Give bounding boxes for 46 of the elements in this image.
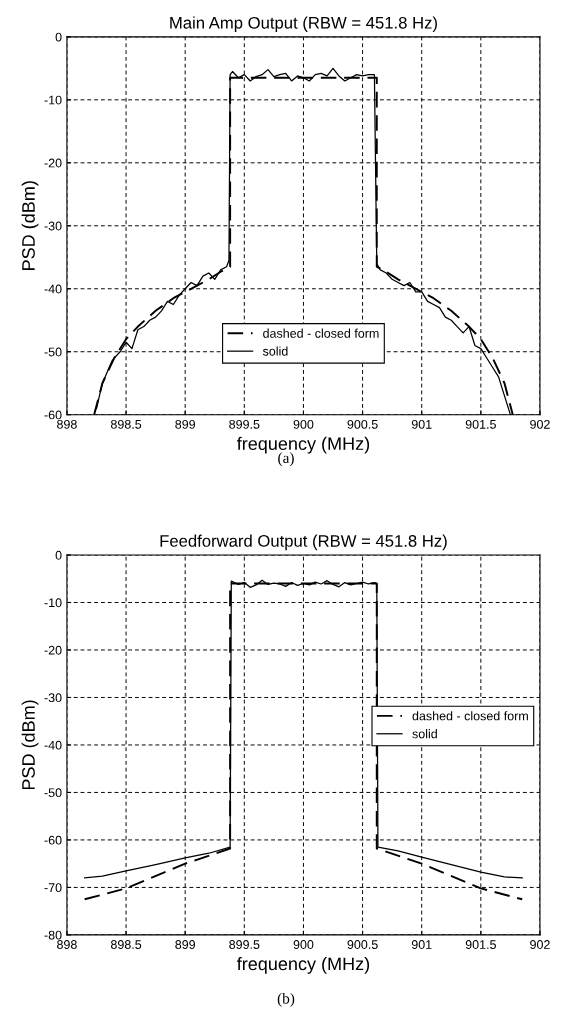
y-tick-label: -50 <box>44 788 62 798</box>
legend-label: dashed - closed form <box>263 328 379 338</box>
y-tick-label: -80 <box>44 930 62 940</box>
y-axis-title: PSD (dBm) <box>21 700 39 790</box>
x-tick-label: 898.5 <box>110 940 142 949</box>
y-tick-label: 0 <box>55 550 62 560</box>
text: (a) <box>278 452 294 467</box>
y-tick-label: -30 <box>44 221 62 231</box>
y-tick-label: -20 <box>44 645 62 655</box>
y-tick-label: 0 <box>55 32 62 42</box>
x-tick-label: 901 <box>411 419 432 429</box>
chart-title: Feedforward Output (RBW = 451.8 Hz) <box>160 534 447 551</box>
x-tick-label: 900 <box>293 940 314 949</box>
x-tick-label: 899.5 <box>229 940 260 949</box>
x-axis-title: frequency (MHz) <box>236 956 370 974</box>
y-tick-label: -60 <box>44 835 62 845</box>
x-axis-title: frequency (MHz) <box>236 436 370 454</box>
x-tick-label: 902 <box>530 940 550 949</box>
y-tick-label: -10 <box>44 598 62 608</box>
y-axis-title: PSD (dBm) <box>21 181 39 270</box>
legend-label: solid <box>262 346 288 356</box>
x-tick-label: 898.5 <box>110 419 142 429</box>
chart-title: Main Amp Output (RBW = 451.8 Hz) <box>170 16 437 32</box>
y-tick-label: -40 <box>44 284 62 294</box>
x-tick-label: 902 <box>530 419 550 429</box>
y-tick-label: -20 <box>44 158 62 168</box>
y-tick-label: -10 <box>44 95 62 105</box>
x-tick-label: 901 <box>411 940 432 949</box>
x-tick-label: 900.5 <box>347 419 378 429</box>
x-tick-label: 901.5 <box>465 940 496 949</box>
y-tick-label: -70 <box>44 883 62 893</box>
x-tick-label: 899 <box>175 419 196 429</box>
legend-label: solid <box>412 729 437 739</box>
text: (b) <box>277 992 295 1007</box>
x-tick-label: 899.5 <box>229 419 260 429</box>
x-tick-label: 899 <box>175 940 196 949</box>
x-tick-label: 901.5 <box>465 419 496 429</box>
x-tick-label: 900 <box>293 419 314 429</box>
x-tick-label: 898 <box>57 419 77 429</box>
x-tick-label: 898 <box>57 940 77 949</box>
y-tick-label: -40 <box>44 740 62 750</box>
y-tick-label: -60 <box>44 410 62 420</box>
x-tick-label: 900.5 <box>347 940 378 949</box>
legend-label: dashed - closed form <box>412 711 528 721</box>
y-tick-label: -50 <box>44 347 62 357</box>
y-tick-label: -30 <box>44 693 62 703</box>
